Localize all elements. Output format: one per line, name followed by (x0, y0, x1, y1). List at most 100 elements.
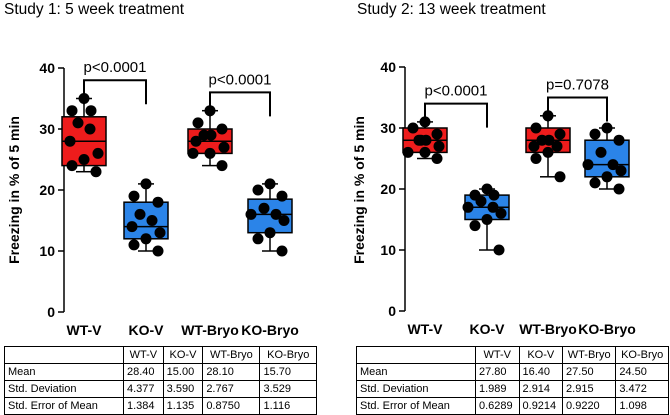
data-point (192, 117, 204, 129)
table-row-label: Std. Error of Mean (4, 397, 124, 415)
p-value-label: p<0.0001 (425, 83, 488, 100)
comparison-bracket (424, 102, 488, 128)
table-cell: 0.9220 (562, 397, 617, 415)
data-point (530, 122, 542, 134)
data-point (582, 159, 594, 171)
data-point (264, 178, 276, 190)
data-point (481, 214, 493, 225)
data-point (613, 183, 625, 195)
data-point (528, 140, 540, 152)
table-cell: 2.914 (518, 380, 564, 398)
y-tick-label: 40 (39, 60, 55, 76)
data-point (90, 166, 102, 178)
data-point (134, 208, 146, 220)
table-cell: 4.377 (123, 380, 164, 398)
data-point (589, 128, 601, 140)
data-point (487, 201, 499, 213)
data-point (475, 195, 487, 207)
data-point (64, 135, 76, 147)
y-tick-label: 40 (380, 59, 396, 75)
data-point (530, 153, 542, 164)
data-point (589, 177, 601, 189)
data-point (146, 215, 158, 226)
data-point (595, 146, 607, 158)
data-point (613, 134, 625, 146)
table-cell: 15.70 (259, 363, 317, 381)
data-point (84, 123, 96, 135)
data-point (85, 105, 97, 117)
data-point (415, 134, 427, 146)
data-point (462, 201, 474, 213)
table-cell: 28.10 (202, 363, 261, 381)
table-cell: 16.40 (518, 363, 564, 381)
data-point (543, 134, 555, 146)
data-point (551, 140, 563, 152)
data-point (419, 146, 431, 158)
x-tick-label: WT-V (67, 322, 103, 338)
panel-title-study-1: Study 1: 5 week treatment (4, 1, 185, 18)
table-header-cell: WT-Bryo (562, 346, 617, 364)
table-row: Mean 28.40 15.00 28.10 15.70 (4, 363, 317, 381)
data-point (72, 117, 84, 129)
data-point (128, 239, 140, 251)
table-header-cell: WT-Bryo (202, 346, 261, 364)
table-cell: 3.529 (259, 380, 317, 398)
table-header-row: WT-V KO-V WT-Bryo KO-Bryo (356, 346, 669, 364)
data-point (276, 190, 288, 202)
data-point (433, 140, 445, 152)
data-point (554, 128, 566, 140)
table-row: Std. Error of Mean 1.384 1.135 0.8750 1.… (4, 397, 317, 415)
comparison-bracket (209, 91, 271, 117)
p-value-label: p<0.0001 (209, 71, 272, 88)
data-point (140, 178, 152, 190)
table-cell: 2.767 (202, 380, 261, 398)
data-point (264, 227, 276, 239)
table-row-label: Std. Deviation (4, 380, 124, 398)
table-cell: 1.989 (475, 380, 520, 398)
data-point (542, 146, 554, 158)
table-cell (356, 346, 476, 364)
table-cell: 27.80 (475, 363, 520, 381)
x-tick-label: WT-Bryo (519, 321, 577, 337)
table-header-cell: KO-V (518, 346, 564, 364)
data-point (187, 147, 199, 159)
data-point (469, 220, 481, 232)
y-tick-label: 30 (39, 121, 55, 137)
data-point (402, 146, 414, 158)
data-point (216, 123, 228, 135)
table-cell: 3.590 (162, 380, 204, 398)
y-tick-label: 30 (380, 120, 396, 136)
table-cell: 1.116 (259, 397, 317, 415)
data-point (204, 147, 216, 159)
data-point (601, 171, 613, 183)
data-point (140, 233, 152, 245)
y-tick-label: 20 (39, 182, 55, 198)
table-row: Std. Deviation 1.989 2.914 2.915 3.472 (356, 380, 669, 398)
data-point (554, 171, 566, 183)
table-cell: 28.40 (123, 363, 164, 381)
table-cell: 2.915 (562, 380, 617, 398)
table-row-label: Mean (4, 363, 124, 381)
data-point (431, 128, 443, 140)
table-row: Std. Error of Mean 0.6289 0.9214 0.9220 … (356, 397, 669, 415)
table-cell (4, 346, 124, 364)
table-cell: 27.50 (562, 363, 617, 381)
table-row-label: Mean (356, 363, 476, 381)
data-point (92, 147, 104, 159)
data-point (615, 165, 627, 177)
data-point (126, 221, 138, 233)
table-row-label: Std. Error of Mean (356, 397, 476, 415)
p-value-label: p<0.0001 (84, 59, 147, 76)
data-point (278, 215, 290, 226)
x-tick-label: WT-Bryo (181, 322, 239, 338)
data-point (607, 159, 619, 171)
table-row-label: Std. Deviation (356, 380, 476, 398)
data-point (495, 207, 507, 219)
data-point (431, 153, 443, 164)
box-plot-study-1: 0 10 20 30 40 WT-V KO-V WT-Bryo KO-Bryo p<0.0001 p… (39, 59, 298, 338)
data-point (252, 233, 264, 245)
comparison-bracket (547, 96, 608, 122)
y-tick-label: 10 (39, 243, 55, 259)
y-tick-label: 20 (380, 181, 396, 197)
table-header-cell: WT-V (123, 346, 164, 364)
